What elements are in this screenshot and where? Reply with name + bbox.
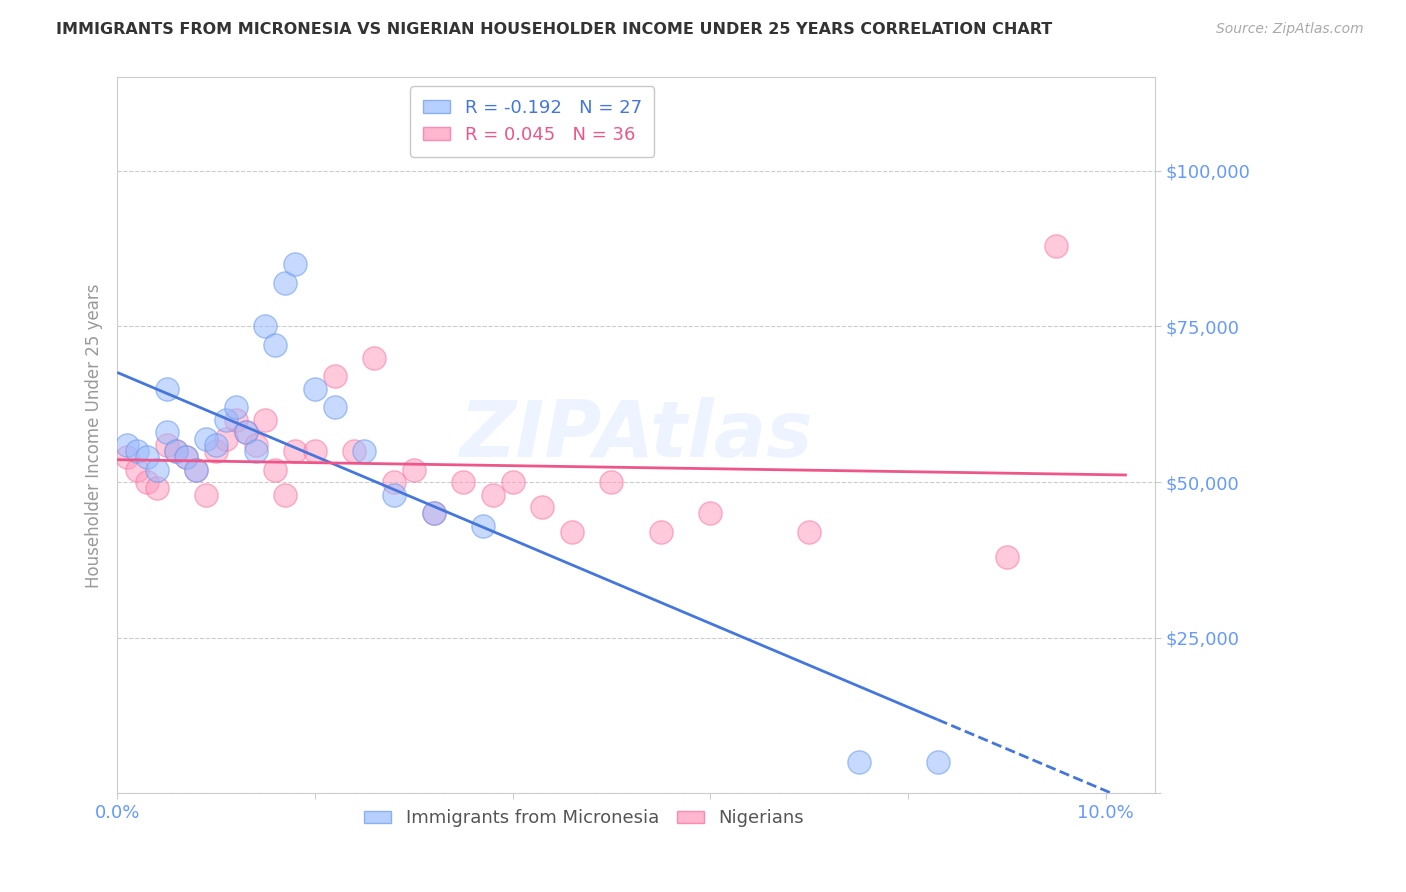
Point [382, 487, 405, 501]
Point [304, 382, 326, 396]
Point [797, 524, 820, 539]
Point [382, 475, 405, 489]
Point [145, 462, 167, 476]
Point [225, 413, 247, 427]
Point [1045, 238, 1067, 252]
Point [176, 450, 198, 465]
Point [205, 438, 228, 452]
Point [471, 518, 494, 533]
Point [245, 438, 267, 452]
Point [482, 487, 505, 501]
Y-axis label: Householder Income Under 25 years: Householder Income Under 25 years [86, 283, 103, 588]
Point [848, 756, 870, 770]
Point [235, 425, 257, 440]
Point [343, 444, 366, 458]
Point [264, 462, 287, 476]
Point [135, 450, 157, 465]
Point [166, 444, 188, 458]
Point [422, 506, 444, 520]
Text: IMMIGRANTS FROM MICRONESIA VS NIGERIAN HOUSEHOLDER INCOME UNDER 25 YEARS CORRELA: IMMIGRANTS FROM MICRONESIA VS NIGERIAN H… [56, 22, 1053, 37]
Point [125, 444, 148, 458]
Point [195, 487, 218, 501]
Point [135, 475, 157, 489]
Point [284, 444, 307, 458]
Point [156, 425, 179, 440]
Point [125, 462, 148, 476]
Point [650, 524, 672, 539]
Point [215, 413, 238, 427]
Point [274, 276, 297, 290]
Point [166, 444, 188, 458]
Point [176, 450, 198, 465]
Text: Source: ZipAtlas.com: Source: ZipAtlas.com [1216, 22, 1364, 37]
Point [502, 475, 524, 489]
Text: ZIPAtlas: ZIPAtlas [460, 398, 813, 474]
Point [274, 487, 297, 501]
Point [115, 450, 138, 465]
Point [254, 413, 277, 427]
Point [254, 319, 277, 334]
Point [363, 351, 385, 365]
Point [927, 756, 949, 770]
Point [600, 475, 623, 489]
Point [699, 506, 721, 520]
Point [284, 257, 307, 271]
Point [531, 500, 554, 514]
Point [156, 438, 179, 452]
Point [451, 475, 474, 489]
Point [353, 444, 375, 458]
Point [422, 506, 444, 520]
Legend: Immigrants from Micronesia, Nigerians: Immigrants from Micronesia, Nigerians [357, 802, 811, 834]
Point [215, 432, 238, 446]
Point [225, 401, 247, 415]
Point [235, 425, 257, 440]
Point [205, 444, 228, 458]
Point [156, 382, 179, 396]
Point [195, 432, 218, 446]
Point [186, 462, 208, 476]
Point [186, 462, 208, 476]
Point [323, 369, 346, 384]
Point [115, 438, 138, 452]
Point [561, 524, 583, 539]
Point [402, 462, 425, 476]
Point [145, 481, 167, 495]
Point [304, 444, 326, 458]
Point [264, 338, 287, 352]
Point [323, 401, 346, 415]
Point [995, 549, 1018, 564]
Point [245, 444, 267, 458]
